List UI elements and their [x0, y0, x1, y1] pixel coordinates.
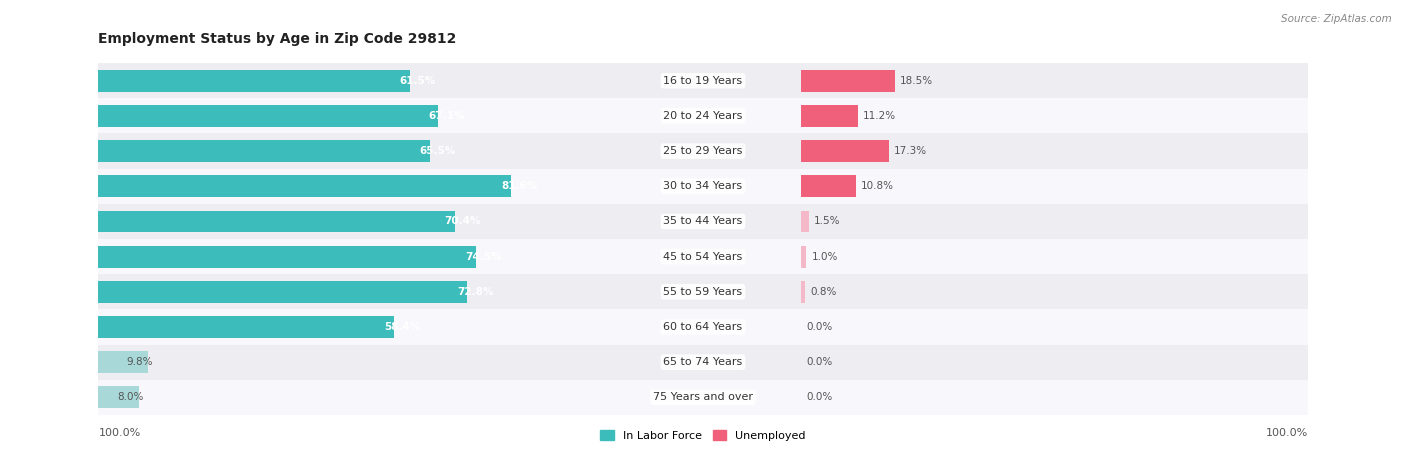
Bar [98, 175, 512, 197]
Bar [98, 169, 605, 204]
Bar [801, 309, 1308, 345]
Text: 58.4%: 58.4% [384, 322, 420, 332]
Bar [605, 380, 801, 415]
Text: 20 to 24 Years: 20 to 24 Years [664, 111, 742, 121]
Bar [801, 169, 1308, 204]
Text: 74.5%: 74.5% [465, 252, 502, 262]
Bar [98, 239, 605, 274]
Bar [98, 246, 475, 267]
Text: 8.0%: 8.0% [118, 392, 143, 402]
Bar [605, 274, 801, 309]
Text: 11.2%: 11.2% [863, 111, 896, 121]
Text: 67.1%: 67.1% [427, 111, 464, 121]
Bar [98, 281, 467, 303]
Bar [605, 309, 801, 345]
Bar [98, 70, 409, 92]
Bar [98, 63, 605, 98]
Text: 60 to 64 Years: 60 to 64 Years [664, 322, 742, 332]
Text: 30 to 34 Years: 30 to 34 Years [664, 181, 742, 191]
Text: 1.0%: 1.0% [811, 252, 838, 262]
Bar [98, 387, 139, 408]
Text: 10.8%: 10.8% [860, 181, 894, 191]
Bar [98, 140, 430, 162]
Bar [801, 98, 1308, 133]
Text: 18.5%: 18.5% [900, 76, 934, 86]
Text: 0.0%: 0.0% [807, 357, 832, 367]
Bar [801, 281, 806, 303]
Text: 65.5%: 65.5% [420, 146, 456, 156]
Bar [605, 63, 801, 98]
Text: Employment Status by Age in Zip Code 29812: Employment Status by Age in Zip Code 298… [98, 32, 457, 46]
Bar [801, 246, 807, 267]
Bar [801, 211, 808, 232]
Text: 65 to 74 Years: 65 to 74 Years [664, 357, 742, 367]
Text: 72.8%: 72.8% [457, 287, 494, 297]
Text: 45 to 54 Years: 45 to 54 Years [664, 252, 742, 262]
Text: 61.5%: 61.5% [399, 76, 436, 86]
Bar [605, 239, 801, 274]
Bar [98, 133, 605, 169]
Text: 17.3%: 17.3% [894, 146, 927, 156]
Bar [801, 239, 1308, 274]
Text: 1.5%: 1.5% [814, 216, 841, 226]
Legend: In Labor Force, Unemployed: In Labor Force, Unemployed [596, 426, 810, 446]
Bar [801, 140, 889, 162]
Bar [801, 105, 858, 127]
Bar [98, 105, 439, 127]
Bar [98, 309, 605, 345]
Bar [98, 316, 394, 338]
Text: 81.6%: 81.6% [502, 181, 537, 191]
Bar [801, 380, 1308, 415]
Text: 70.4%: 70.4% [444, 216, 481, 226]
Text: 0.8%: 0.8% [810, 287, 837, 297]
Bar [98, 274, 605, 309]
Text: 75 Years and over: 75 Years and over [652, 392, 754, 402]
Bar [98, 380, 605, 415]
Text: 16 to 19 Years: 16 to 19 Years [664, 76, 742, 86]
Bar [801, 133, 1308, 169]
Bar [98, 98, 605, 133]
Bar [605, 98, 801, 133]
Text: 9.8%: 9.8% [127, 357, 153, 367]
Bar [801, 63, 1308, 98]
Text: 25 to 29 Years: 25 to 29 Years [664, 146, 742, 156]
Bar [801, 345, 1308, 380]
Bar [605, 133, 801, 169]
Bar [98, 351, 148, 373]
Bar [801, 175, 856, 197]
Bar [98, 345, 605, 380]
Bar [98, 204, 605, 239]
Bar [98, 211, 454, 232]
Bar [801, 204, 1308, 239]
Text: 0.0%: 0.0% [807, 322, 832, 332]
Bar [605, 169, 801, 204]
Bar [801, 70, 896, 92]
Text: 55 to 59 Years: 55 to 59 Years [664, 287, 742, 297]
Text: 35 to 44 Years: 35 to 44 Years [664, 216, 742, 226]
Bar [605, 345, 801, 380]
Text: Source: ZipAtlas.com: Source: ZipAtlas.com [1281, 14, 1392, 23]
Bar [801, 274, 1308, 309]
Text: 100.0%: 100.0% [98, 428, 141, 438]
Text: 0.0%: 0.0% [807, 392, 832, 402]
Text: 100.0%: 100.0% [1265, 428, 1308, 438]
Bar [605, 204, 801, 239]
